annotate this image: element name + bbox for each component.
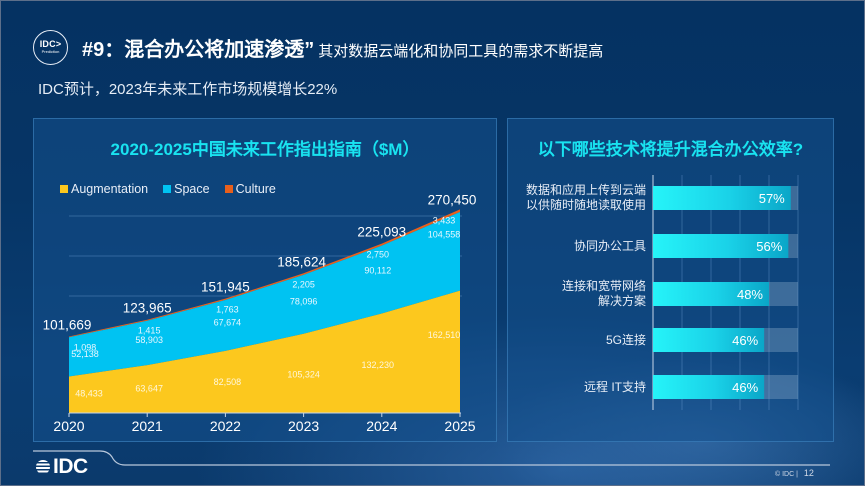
footer-logo-text: IDC xyxy=(53,455,88,478)
bar xyxy=(653,328,765,352)
bar-category-label-line: 连接和宽带网络 xyxy=(561,279,646,293)
augmentation-value-label: 162,510 xyxy=(428,330,461,340)
total-label: 101,669 xyxy=(43,317,92,332)
augmentation-value-label: 132,230 xyxy=(362,360,395,370)
legend-item-culture: Culture xyxy=(224,182,276,196)
title-rest: 其对数据云端化和协同工具的需求不断提高 xyxy=(318,43,604,60)
total-label: 123,965 xyxy=(123,301,172,316)
legend-label-space: Space xyxy=(174,182,210,196)
slide-subtitle: IDC预计，2023年未来工作市场规模增长22% xyxy=(38,81,338,98)
space-value-label: 104,558 xyxy=(428,229,461,239)
bar-value-label: 48% xyxy=(737,287,763,302)
culture-value-label: 3,433 xyxy=(433,215,456,225)
page-number: 12 xyxy=(803,468,814,478)
bar-category-label-line: 以供随时随地读取使用 xyxy=(525,198,646,212)
bar-category-label: 5G连接 xyxy=(500,333,646,348)
bar xyxy=(653,186,791,210)
bar xyxy=(653,375,765,399)
augmentation-value-label: 48,433 xyxy=(75,389,103,399)
legend-label-augmentation: Augmentation xyxy=(71,182,149,196)
bar-value-label: 46% xyxy=(732,380,758,395)
augmentation-value-label: 82,508 xyxy=(214,377,242,387)
bar-category-label: 协同办公工具 xyxy=(500,239,646,254)
total-label: 151,945 xyxy=(201,280,250,295)
space-value-label: 67,674 xyxy=(214,317,242,327)
bar-category-label: 连接和宽带网络 解决方案 xyxy=(500,279,646,309)
bar-value-label: 46% xyxy=(732,333,758,348)
space-value-label: 78,096 xyxy=(290,296,318,306)
bar xyxy=(653,282,769,306)
idc-globe-icon xyxy=(36,460,50,474)
bar xyxy=(653,234,789,258)
copyright-text: © IDC | xyxy=(775,471,798,478)
x-tick-label: 2024 xyxy=(366,418,397,434)
area-chart-title: 2020-2025中国未来工作指出指南（$M） xyxy=(110,140,420,159)
space-value-label: 58,903 xyxy=(135,335,163,345)
footer-idc-logo: IDC xyxy=(36,455,88,479)
x-tick-label: 2022 xyxy=(210,418,241,434)
culture-value-label: 1,763 xyxy=(216,305,239,315)
area-space xyxy=(69,211,460,377)
culture-value-label: 1,415 xyxy=(138,326,161,336)
area-chart-legend: Augmentation Space Culture xyxy=(60,182,276,196)
x-tick-label: 2025 xyxy=(444,418,475,434)
bar-category-label-line: 5G连接 xyxy=(605,332,646,347)
legend-swatch-augmentation xyxy=(60,185,68,193)
legend-swatch-space xyxy=(163,185,172,193)
bar-category-label-line: 远程 IT支持 xyxy=(584,379,646,394)
idc-prediction-badge-icon: IDC> Prediction xyxy=(33,30,68,65)
space-value-label: 52,138 xyxy=(71,349,99,359)
bar-category-label-line: 数据和应用上传到云端 xyxy=(525,183,646,197)
culture-value-label: 1,098 xyxy=(74,342,97,352)
culture-value-label: 2,750 xyxy=(367,250,390,260)
area-augmentation xyxy=(69,290,460,413)
space-value-label: 90,112 xyxy=(364,266,391,276)
legend-swatch-culture xyxy=(224,185,233,193)
bar-category-label-line: 解决方案 xyxy=(597,294,646,308)
slide-title: #9：混合办公将加速渗透” 其对数据云端化和协同工具的需求不断提高 xyxy=(82,33,603,62)
bar-category-label-line: 协同办公工具 xyxy=(573,238,646,253)
title-bold: #9：混合办公将加速渗透” xyxy=(82,39,315,61)
bar-chart-title: 以下哪些技术将提升混合办公效率? xyxy=(537,140,804,159)
badge-line2: Prediction xyxy=(41,49,60,54)
badge-line1: IDC> xyxy=(39,39,62,49)
legend-label-culture: Culture xyxy=(235,182,276,196)
legend-item-space: Space xyxy=(163,182,210,196)
x-tick-label: 2020 xyxy=(53,418,84,434)
culture-value-label: 2,205 xyxy=(292,279,315,289)
total-label: 225,093 xyxy=(357,225,406,240)
augmentation-value-label: 63,647 xyxy=(135,383,163,393)
bar-category-label: 数据和应用上传到云端 以供随时随地读取使用 xyxy=(500,183,646,213)
total-label: 185,624 xyxy=(277,254,326,269)
bar-chart-panel: 以下哪些技术将提升混合办公效率? xyxy=(507,118,834,442)
x-tick-label: 2023 xyxy=(288,418,319,434)
augmentation-value-label: 105,324 xyxy=(287,369,320,379)
footer-copyright: © IDC | 12 xyxy=(775,468,814,478)
x-tick-label: 2021 xyxy=(132,418,163,434)
bar-value-label: 56% xyxy=(756,239,782,254)
legend-item-augmentation: Augmentation xyxy=(60,182,148,196)
bar-category-label: 远程 IT支持 xyxy=(500,380,646,395)
total-label: 270,450 xyxy=(428,192,477,207)
bar-value-label: 57% xyxy=(759,191,785,206)
